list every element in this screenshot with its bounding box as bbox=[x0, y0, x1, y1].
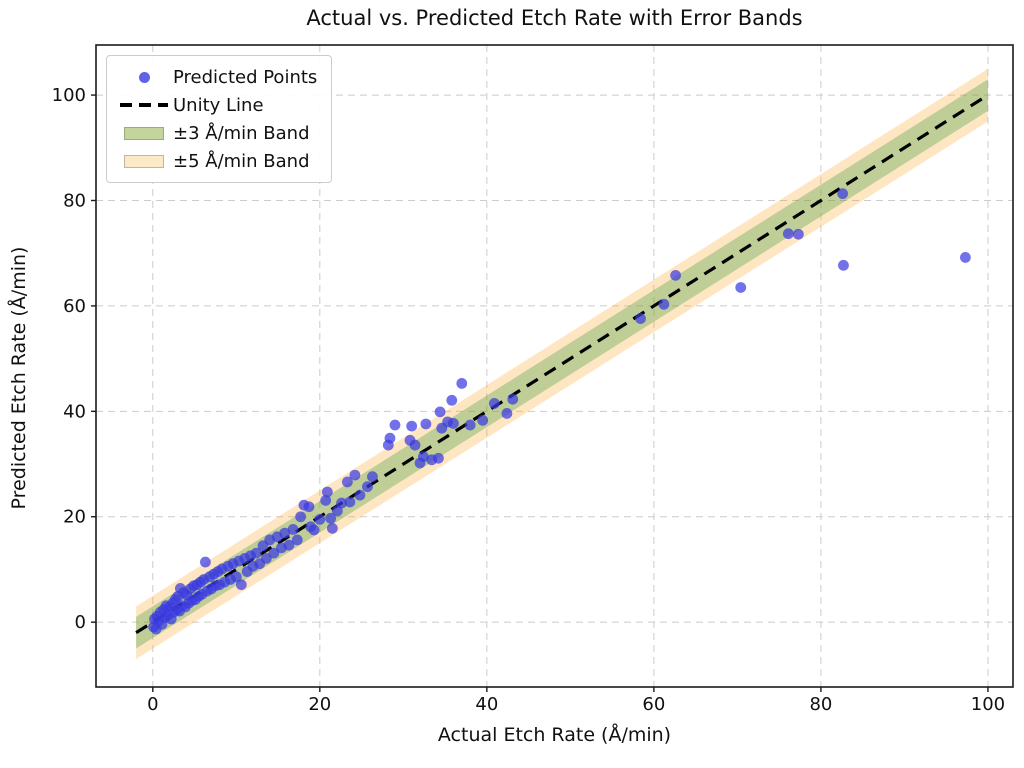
data-point bbox=[389, 419, 401, 431]
legend-label: Predicted Points bbox=[173, 66, 318, 88]
legend-item-band-3: ±3 Å/min Band bbox=[115, 119, 317, 147]
data-point bbox=[488, 398, 500, 409]
data-point bbox=[792, 228, 804, 240]
y-tick-label: 20 bbox=[63, 507, 86, 528]
data-point bbox=[308, 524, 320, 536]
data-point bbox=[260, 552, 272, 564]
scatter-dot-icon bbox=[138, 71, 150, 83]
data-point bbox=[331, 505, 343, 517]
y-tick-label: 60 bbox=[63, 296, 86, 317]
data-point bbox=[250, 547, 262, 559]
data-point bbox=[326, 522, 338, 534]
data-point bbox=[336, 497, 347, 509]
x-tick-label: 40 bbox=[475, 694, 498, 715]
data-point bbox=[303, 501, 315, 513]
data-point bbox=[448, 418, 459, 429]
data-point bbox=[279, 527, 291, 539]
data-point bbox=[417, 451, 429, 463]
data-point bbox=[200, 556, 211, 568]
data-point bbox=[230, 571, 242, 583]
data-point bbox=[384, 432, 396, 444]
data-point bbox=[670, 269, 681, 281]
data-point bbox=[446, 394, 458, 406]
legend-item-predicted-points: Predicted Points bbox=[115, 63, 317, 91]
data-point bbox=[235, 579, 247, 591]
chart-title: Actual vs. Predicted Etch Rate with Erro… bbox=[306, 6, 803, 30]
data-point bbox=[320, 495, 332, 506]
x-tick-label: 20 bbox=[308, 694, 331, 715]
data-point bbox=[456, 377, 468, 389]
data-point bbox=[321, 486, 333, 498]
data-point bbox=[287, 523, 299, 535]
data-point bbox=[507, 393, 519, 405]
data-point bbox=[291, 534, 303, 546]
data-point bbox=[367, 471, 378, 483]
legend-item-band-5: ±5 Å/min Band bbox=[115, 147, 317, 175]
legend: Predicted Points Unity Line ±3 Å/min Ban… bbox=[106, 55, 333, 183]
data-point bbox=[433, 452, 444, 464]
data-point bbox=[349, 469, 361, 481]
data-point bbox=[409, 439, 421, 451]
x-tick-label: 0 bbox=[147, 694, 158, 715]
x-tick-label: 60 bbox=[642, 694, 665, 715]
legend-item-unity-line: Unity Line bbox=[115, 91, 317, 119]
data-point bbox=[314, 513, 326, 525]
y-tick-label: 80 bbox=[63, 190, 86, 211]
y-tick-label: 40 bbox=[63, 401, 86, 422]
legend-label: ±3 Å/min Band bbox=[173, 122, 310, 144]
data-point bbox=[420, 418, 432, 430]
y-tick-label: 0 bbox=[75, 612, 86, 633]
data-point bbox=[658, 298, 670, 310]
axes-spines bbox=[95, 44, 1014, 688]
data-point bbox=[268, 547, 280, 559]
orange-band-swatch-icon bbox=[124, 154, 164, 168]
data-point bbox=[325, 512, 337, 524]
data-point bbox=[782, 228, 794, 240]
dashed-line-icon bbox=[120, 103, 168, 107]
data-point bbox=[406, 420, 418, 432]
data-point bbox=[959, 252, 971, 263]
y-tick-label: 100 bbox=[52, 85, 86, 106]
plus-minus-5-band bbox=[136, 68, 988, 660]
green-band-swatch-icon bbox=[124, 126, 164, 140]
y-axis-label: Predicted Etch Rate (Å/min) bbox=[8, 246, 30, 510]
data-point bbox=[838, 259, 849, 271]
x-tick-label: 80 bbox=[809, 694, 832, 715]
data-point bbox=[837, 188, 849, 200]
data-point bbox=[735, 282, 747, 293]
x-tick-label: 100 bbox=[971, 694, 1005, 715]
data-point bbox=[344, 496, 356, 508]
data-point bbox=[635, 313, 646, 324]
data-point bbox=[362, 481, 373, 493]
data-point bbox=[341, 476, 353, 488]
data-point bbox=[354, 489, 366, 501]
data-point bbox=[501, 408, 513, 419]
data-point bbox=[477, 414, 489, 426]
legend-label: ±5 Å/min Band bbox=[173, 150, 310, 172]
data-point bbox=[464, 419, 476, 431]
data-point bbox=[283, 539, 295, 551]
x-axis-label: Actual Etch Rate (Å/min) bbox=[437, 724, 672, 746]
data-point bbox=[295, 511, 307, 523]
data-point bbox=[434, 406, 446, 418]
legend-label: Unity Line bbox=[173, 94, 264, 116]
